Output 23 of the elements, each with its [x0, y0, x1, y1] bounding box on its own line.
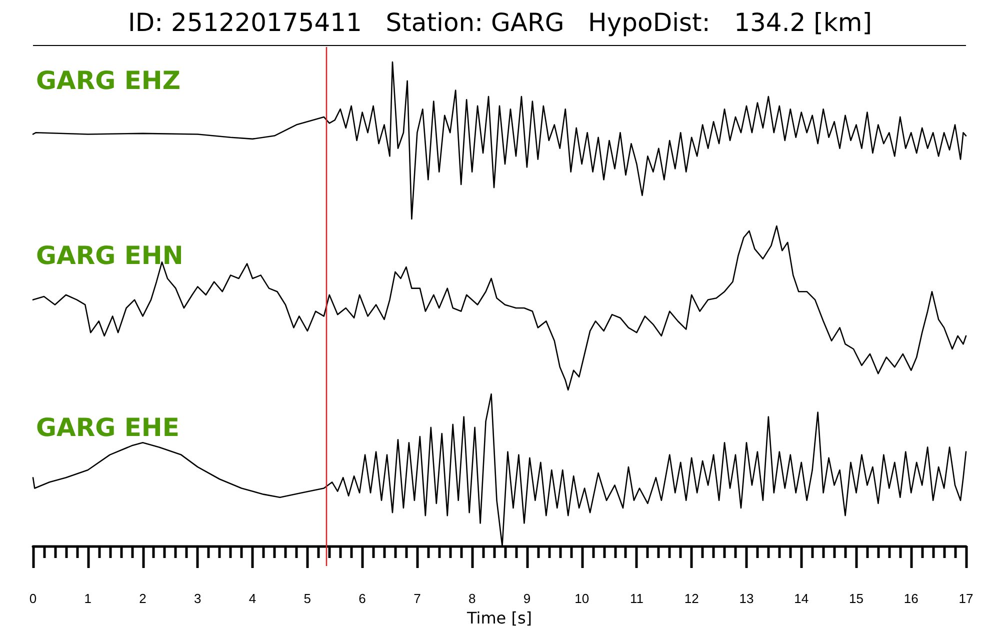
- series-label: GARG EHE: [36, 413, 180, 442]
- x-tick-label: 9: [523, 591, 531, 606]
- x-tick-label: 7: [414, 591, 421, 606]
- series-label: GARG EHN: [36, 241, 184, 270]
- x-axis-title: Time [s]: [466, 608, 532, 628]
- x-tick-label: 8: [468, 591, 476, 606]
- x-tick-label: 16: [904, 591, 918, 606]
- x-tick-label: 15: [849, 591, 864, 606]
- series-label: GARG EHZ: [36, 66, 180, 95]
- x-tick-label: 14: [794, 591, 809, 606]
- x-tick-label: 2: [139, 591, 146, 606]
- x-tick-label: 5: [304, 591, 312, 606]
- chart-title: ID: 251220175411 Station: GARG HypoDist: 134.2 [km]: [128, 8, 872, 37]
- x-tick-label: 6: [358, 591, 366, 606]
- x-tick-label: 13: [739, 591, 754, 606]
- x-tick-label: 4: [248, 591, 256, 606]
- x-tick-label: 12: [684, 591, 699, 606]
- x-tick-label: 10: [574, 591, 590, 606]
- x-tick-label: 11: [630, 591, 644, 606]
- x-tick-label: 0: [29, 591, 37, 606]
- x-tick-label: 3: [194, 591, 202, 606]
- x-tick-label: 17: [958, 591, 974, 606]
- x-tick-label: 1: [84, 591, 92, 606]
